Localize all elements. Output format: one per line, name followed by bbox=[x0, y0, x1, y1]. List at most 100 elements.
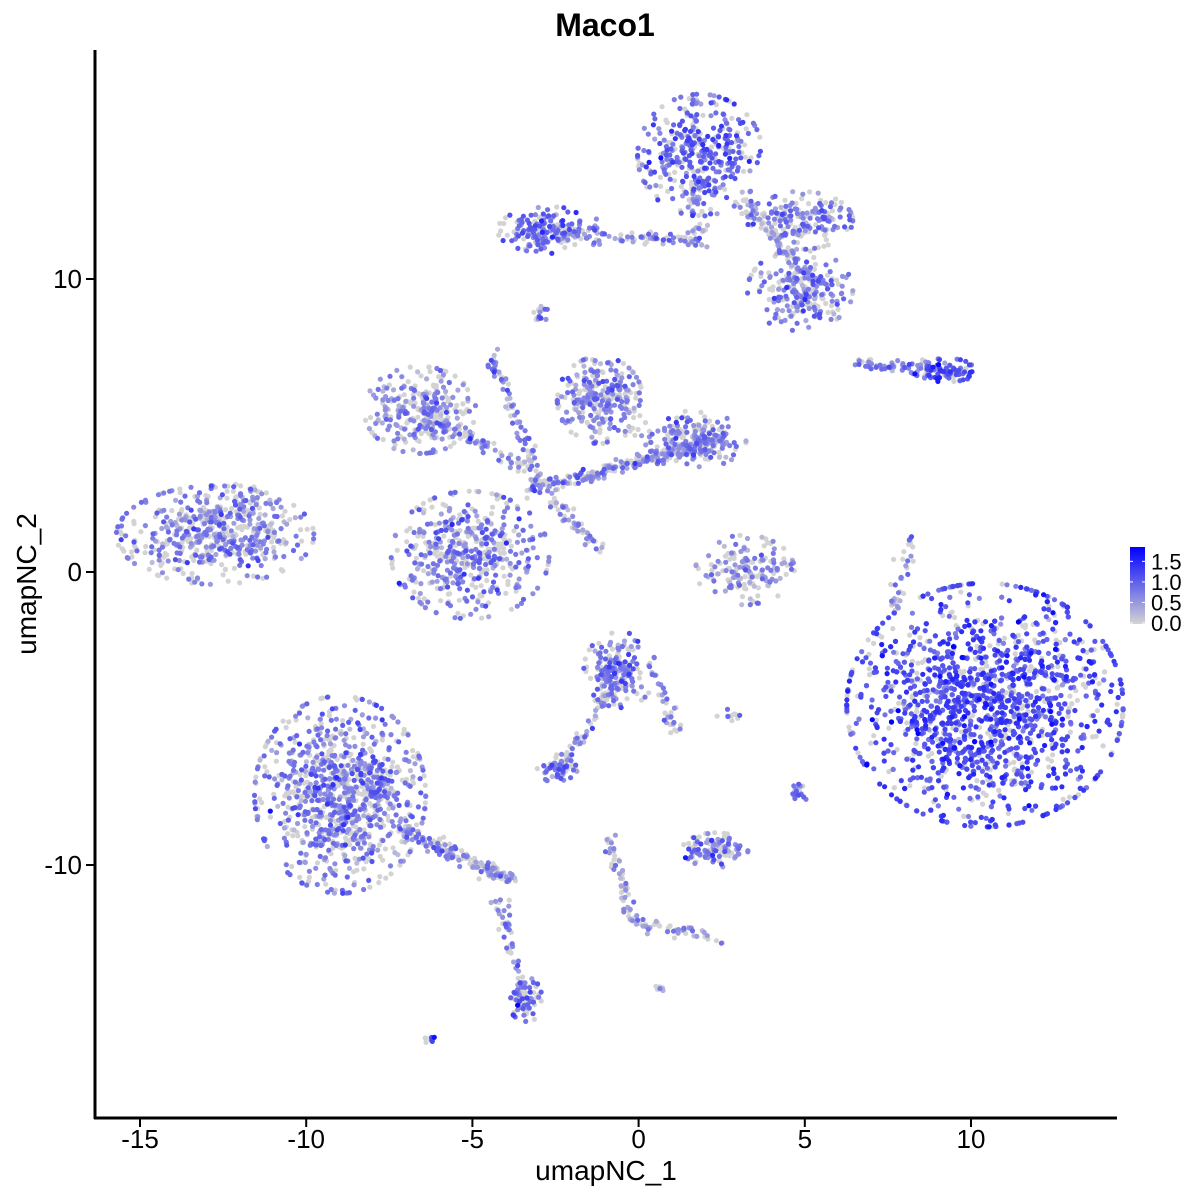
point bbox=[380, 837, 386, 844]
point bbox=[322, 855, 329, 861]
point bbox=[879, 634, 885, 640]
point bbox=[532, 455, 538, 461]
point bbox=[722, 588, 729, 594]
point bbox=[377, 824, 384, 830]
point bbox=[295, 788, 301, 794]
point bbox=[636, 390, 642, 396]
point bbox=[434, 578, 440, 584]
point bbox=[1067, 729, 1073, 735]
point bbox=[509, 872, 515, 878]
point bbox=[723, 559, 729, 565]
point bbox=[401, 426, 408, 432]
point bbox=[807, 215, 813, 221]
point bbox=[291, 827, 297, 833]
point bbox=[259, 800, 265, 806]
point bbox=[197, 507, 204, 514]
point bbox=[393, 421, 399, 428]
point bbox=[401, 726, 407, 733]
point bbox=[657, 986, 663, 992]
point bbox=[509, 941, 515, 947]
point bbox=[915, 660, 921, 666]
point bbox=[599, 544, 605, 551]
point bbox=[637, 413, 643, 419]
point bbox=[755, 200, 761, 207]
point bbox=[741, 545, 747, 552]
point bbox=[921, 785, 928, 791]
point bbox=[367, 414, 374, 421]
point bbox=[450, 434, 456, 440]
point bbox=[599, 703, 606, 709]
point bbox=[600, 440, 606, 446]
point bbox=[562, 517, 568, 523]
point bbox=[237, 491, 244, 497]
point bbox=[379, 737, 385, 743]
point bbox=[373, 420, 379, 426]
point bbox=[780, 277, 786, 283]
point bbox=[724, 415, 730, 421]
point bbox=[297, 874, 303, 880]
point bbox=[822, 227, 828, 233]
point bbox=[1120, 712, 1126, 718]
point bbox=[542, 776, 549, 783]
point bbox=[470, 525, 476, 531]
point bbox=[510, 959, 517, 965]
point bbox=[492, 898, 499, 904]
point bbox=[422, 605, 428, 611]
point bbox=[895, 605, 901, 611]
point bbox=[465, 533, 471, 540]
point bbox=[833, 257, 839, 263]
point bbox=[237, 580, 243, 586]
point bbox=[457, 408, 463, 415]
point bbox=[729, 569, 735, 575]
point bbox=[894, 746, 900, 753]
point bbox=[303, 773, 309, 779]
point bbox=[340, 718, 346, 724]
point bbox=[503, 590, 509, 596]
point bbox=[417, 450, 423, 456]
point bbox=[269, 539, 275, 545]
point bbox=[636, 402, 642, 408]
point bbox=[286, 795, 292, 801]
point bbox=[262, 512, 268, 518]
point bbox=[407, 525, 413, 531]
point bbox=[299, 538, 305, 544]
point bbox=[274, 750, 280, 756]
point bbox=[588, 478, 594, 485]
point bbox=[410, 447, 416, 453]
point bbox=[473, 584, 479, 591]
point bbox=[1114, 701, 1120, 707]
point bbox=[599, 398, 605, 404]
point bbox=[514, 539, 521, 545]
point bbox=[164, 541, 170, 547]
point bbox=[756, 216, 763, 222]
point bbox=[402, 582, 408, 588]
point bbox=[637, 397, 643, 404]
point bbox=[1012, 651, 1018, 657]
point bbox=[524, 495, 530, 501]
point bbox=[721, 460, 727, 466]
point bbox=[292, 515, 298, 521]
point bbox=[576, 410, 582, 416]
point bbox=[744, 557, 750, 563]
point bbox=[770, 538, 776, 544]
point bbox=[507, 560, 513, 567]
point bbox=[866, 359, 872, 365]
point bbox=[628, 643, 634, 650]
point bbox=[699, 208, 705, 214]
point bbox=[984, 663, 990, 669]
point bbox=[653, 182, 659, 189]
point bbox=[363, 797, 369, 803]
point bbox=[674, 154, 680, 160]
point bbox=[616, 871, 623, 877]
point bbox=[777, 218, 783, 224]
point bbox=[565, 237, 571, 243]
point bbox=[1100, 743, 1106, 749]
point bbox=[691, 422, 697, 429]
point bbox=[886, 769, 892, 775]
point bbox=[908, 624, 915, 630]
point bbox=[519, 550, 525, 556]
point bbox=[367, 388, 373, 394]
point bbox=[501, 522, 507, 528]
point bbox=[490, 865, 496, 871]
point bbox=[270, 505, 276, 512]
